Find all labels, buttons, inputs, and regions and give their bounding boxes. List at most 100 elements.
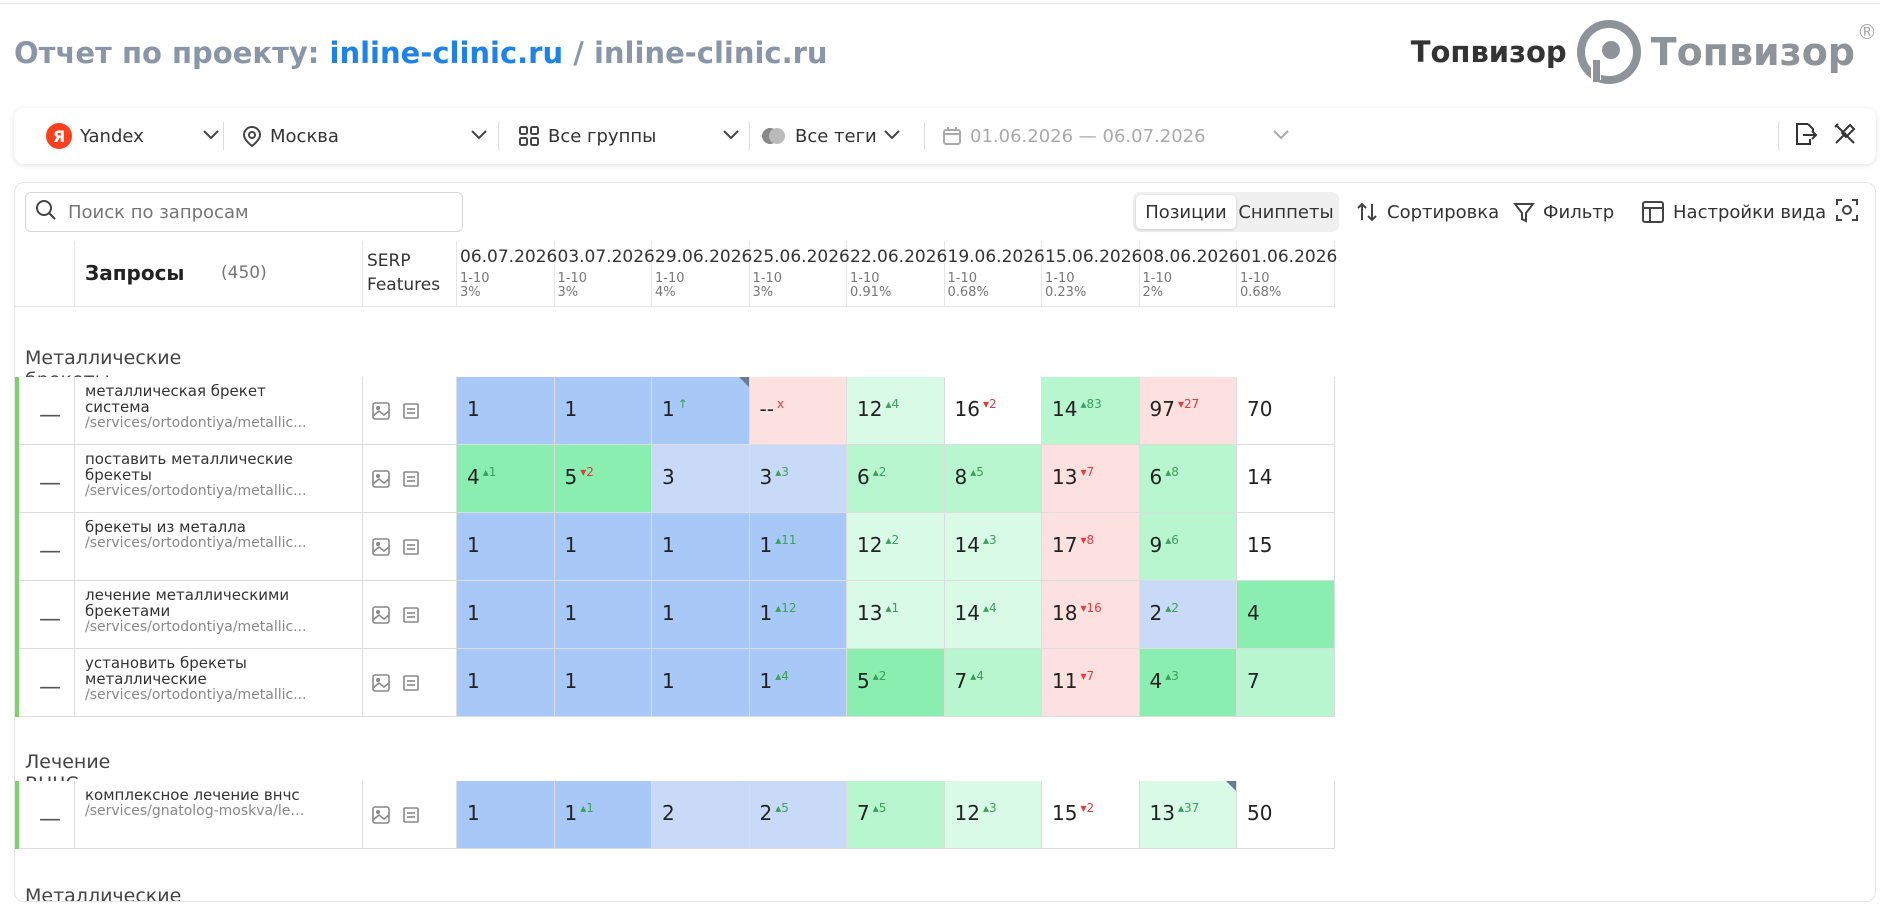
date-column-header[interactable]: 22.06.2026 1-10 0.91% [847,241,947,307]
export-button[interactable] [1792,108,1818,164]
position-cell[interactable]: 13 ▾7 [1042,445,1140,513]
position-cell[interactable]: 13 ▴1 [847,581,945,649]
row-menu-button[interactable]: — [39,607,61,632]
tags-select[interactable]: Все теги [761,108,903,164]
position-cell[interactable]: 15 [1237,513,1335,581]
position-cell[interactable]: 7 ▴5 [847,781,945,849]
project-name-link[interactable]: inline-clinic.ru [329,36,564,70]
position-cell[interactable]: 12 ▴3 [944,781,1042,849]
date-column-header[interactable]: 03.07.2026 1-10 3% [554,241,655,307]
query-url[interactable]: /services/ortodontiya/metallic... [85,535,307,551]
date-range-select[interactable]: 01.06.2026 — 06.07.2026 [942,108,1292,164]
position-cell[interactable]: 3 ▴3 [749,445,847,513]
row-menu-button[interactable]: — [39,807,61,832]
position-cell[interactable]: -- x [749,377,847,445]
search-box[interactable] [25,192,463,232]
position-cell[interactable]: 14 ▴83 [1042,377,1140,445]
position-cell[interactable]: 14 [1237,445,1335,513]
date-column-header[interactable]: 25.06.2026 1-10 3% [749,241,850,307]
position-cell[interactable]: 5 ▾2 [554,445,652,513]
position-cell[interactable]: 50 [1237,781,1335,849]
position-cell[interactable]: 5 ▴2 [847,649,945,717]
position-cell[interactable]: 1 [457,581,555,649]
position-cell[interactable]: 1 [652,513,750,581]
position-number: 5 [564,465,578,489]
tab-positions[interactable]: Позиции [1136,195,1236,229]
position-cell[interactable]: 6 ▴8 [1139,445,1237,513]
query-cell[interactable]: металлическая брекет система/services/or… [75,377,363,445]
region-select[interactable]: Москва [242,108,490,164]
position-cell[interactable]: 1 ▴1 [554,781,652,849]
position-cell[interactable]: 1 [652,581,750,649]
position-cell[interactable]: 12 ▴2 [847,513,945,581]
position-cell[interactable]: 2 ▴2 [1139,581,1237,649]
position-cell[interactable]: 1 [554,581,652,649]
date-column-header[interactable]: 19.06.2026 1-10 0.68% [944,241,1045,307]
search-input[interactable] [68,201,448,223]
position-cell[interactable]: 8 ▴5 [944,445,1042,513]
position-cell[interactable]: 12 ▴4 [847,377,945,445]
query-url[interactable]: /services/ortodontiya/metallic... [85,619,307,635]
position-cell[interactable]: 1 [554,377,652,445]
position-cell[interactable]: 1 ↑ [652,377,750,445]
position-cell[interactable]: 1 ▴11 [749,513,847,581]
row-menu-button[interactable]: — [39,539,61,564]
position-cell[interactable]: 9 ▴6 [1139,513,1237,581]
view-settings-button[interactable]: Настройки вида [1641,192,1826,232]
position-cell[interactable]: 1 [457,649,555,717]
position-cell[interactable]: 1 [457,377,555,445]
position-cell[interactable]: 14 ▴4 [944,581,1042,649]
row-menu-button[interactable]: — [39,403,61,428]
date-column-header[interactable]: 15.06.2026 1-10 0.23% [1042,241,1142,307]
position-cell[interactable]: 6 ▴2 [847,445,945,513]
query-url[interactable]: /services/ortodontiya/metallic... [85,415,307,431]
groups-select[interactable]: Все группы [518,108,742,164]
column-range: 1-10 [1240,271,1270,286]
query-cell[interactable]: лечение металлическими брекетами/service… [75,581,363,649]
position-cell[interactable]: 1 [457,513,555,581]
date-column-header[interactable]: 08.06.2026 1-10 2% [1139,241,1240,307]
position-cell[interactable]: 7 [1237,649,1335,717]
position-cell[interactable]: 18 ▾16 [1042,581,1140,649]
position-cell[interactable]: 1 [554,649,652,717]
position-cell[interactable]: 3 [652,445,750,513]
position-cell[interactable]: 70 [1237,377,1335,445]
position-cell[interactable]: 4 ▴1 [457,445,555,513]
position-cell[interactable]: 17 ▾8 [1042,513,1140,581]
query-url[interactable]: /services/gnatolog-moskva/lec... [85,803,307,819]
position-cell[interactable]: 97 ▾27 [1139,377,1237,445]
date-column-header[interactable]: 01.06.2026 1-10 0.68% [1237,241,1337,307]
position-cell[interactable]: 1 [554,513,652,581]
focus-mode-button[interactable] [1835,192,1859,232]
row-menu-button[interactable]: — [39,471,61,496]
header-queries[interactable]: Запросы (450) [75,241,363,307]
position-cell[interactable]: 15 ▾2 [1042,781,1140,849]
query-url[interactable]: /services/ortodontiya/metallic... [85,483,307,499]
position-cell[interactable]: 2 [652,781,750,849]
date-column-header[interactable]: 06.07.2026 1-10 3% [457,241,557,307]
position-cell[interactable]: 7 ▴4 [944,649,1042,717]
position-cell[interactable]: 2 ▴5 [749,781,847,849]
position-cell[interactable]: 13 ▴37 [1139,781,1237,849]
position-cell[interactable]: 1 ▴12 [749,581,847,649]
position-cell[interactable]: 1 [457,781,555,849]
row-menu-button[interactable]: — [39,675,61,700]
position-cell[interactable]: 4 ▴3 [1139,649,1237,717]
engine-select[interactable]: Я Yandex [46,108,222,164]
position-cell[interactable]: 16 ▾2 [944,377,1042,445]
position-cell[interactable]: 4 [1237,581,1335,649]
sort-button[interactable]: Сортировка [1355,192,1499,232]
query-cell[interactable]: брекеты из металла/services/ortodontiya/… [75,513,363,581]
tab-snippets[interactable]: Сниппеты [1238,201,1334,223]
query-url[interactable]: /services/ortodontiya/metallic... [85,687,307,703]
date-column-header[interactable]: 29.06.2026 1-10 4% [652,241,752,307]
query-cell[interactable]: установить брекеты металлические/service… [75,649,363,717]
filter-button[interactable]: Фильтр [1513,192,1614,232]
query-cell[interactable]: поставить металлические брекеты/services… [75,445,363,513]
tools-button[interactable] [1832,108,1858,164]
query-cell[interactable]: комплексное лечение внчс/services/gnatol… [75,781,363,849]
position-cell[interactable]: 14 ▴3 [944,513,1042,581]
position-cell[interactable]: 1 ▴4 [749,649,847,717]
position-cell[interactable]: 1 [652,649,750,717]
position-cell[interactable]: 11 ▾7 [1042,649,1140,717]
